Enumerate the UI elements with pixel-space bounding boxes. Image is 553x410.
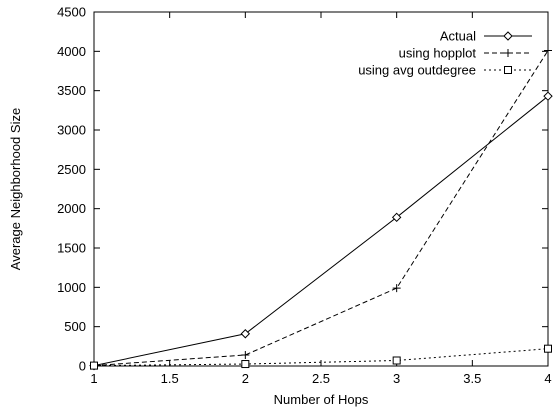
y-tick-label: 2500 [57, 162, 86, 177]
y-tick-label: 2000 [57, 201, 86, 216]
series-1 [90, 46, 552, 370]
data-point [391, 212, 402, 223]
y-tick-label: 500 [64, 319, 86, 334]
y-axis-ticks: 0 500 1000 1500 2000 2500 3000 3500 4000 4500 [57, 5, 548, 374]
data-point [544, 46, 552, 55]
legend-marker [504, 66, 512, 74]
legend-marker [503, 31, 513, 41]
data-point [392, 356, 401, 365]
data-point [241, 350, 250, 359]
y-tick-label: 3500 [57, 83, 86, 98]
y-tick-label: 1000 [57, 280, 86, 295]
data-point [90, 361, 98, 370]
series-line [93, 50, 549, 367]
x-tick-label: 1 [90, 371, 97, 386]
x-tick-label: 2 [242, 371, 249, 386]
legend-label: using hopplot [399, 46, 477, 61]
series-layer [89, 46, 553, 371]
plot-frame [93, 11, 549, 367]
y-tick-label: 4000 [57, 44, 86, 59]
data-point [240, 329, 251, 339]
y-axis-title: Average Neighborhood Size [8, 108, 23, 270]
x-tick-label: 1.5 [161, 371, 179, 386]
legend-marker [504, 49, 512, 57]
x-tick-label: 4 [544, 371, 551, 386]
legend: Actual using hopplot using avg outdegree [358, 29, 532, 78]
y-tick-label: 3000 [57, 123, 86, 138]
y-tick-label: 1500 [57, 241, 86, 256]
legend-label: Actual [440, 29, 476, 44]
x-axis-title: Number of Hops [274, 392, 369, 407]
y-tick-label: 0 [79, 359, 86, 374]
data-point [543, 91, 553, 101]
x-axis-ticks: 1 1.5 2 2.5 3 3.5 4 [90, 12, 552, 386]
y-tick-label: 4500 [57, 5, 86, 20]
x-tick-label: 3.5 [463, 371, 481, 386]
series-line [93, 95, 549, 367]
data-point [241, 360, 250, 369]
data-point [392, 284, 401, 293]
x-tick-label: 2.5 [312, 371, 330, 386]
data-point [544, 344, 552, 353]
x-tick-label: 3 [393, 371, 400, 386]
legend-label: using avg outdegree [358, 63, 476, 78]
series-line [93, 348, 549, 367]
series-0 [89, 91, 553, 371]
series-2 [90, 344, 552, 370]
